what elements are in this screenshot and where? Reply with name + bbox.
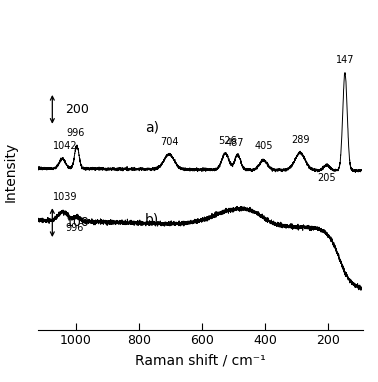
Text: Intensity: Intensity	[4, 142, 18, 202]
Text: 996: 996	[66, 223, 84, 233]
Text: 147: 147	[336, 55, 354, 65]
Text: 996: 996	[67, 128, 85, 138]
Text: 200: 200	[65, 103, 89, 116]
Text: 1039: 1039	[53, 192, 77, 202]
Text: 704: 704	[160, 137, 178, 147]
X-axis label: Raman shift / cm⁻¹: Raman shift / cm⁻¹	[135, 353, 266, 367]
Text: 205: 205	[318, 173, 336, 183]
Text: a): a)	[145, 121, 159, 135]
Text: 100: 100	[65, 216, 89, 229]
Text: 1042: 1042	[53, 141, 77, 151]
Text: 526: 526	[218, 136, 237, 146]
Text: b): b)	[145, 212, 159, 227]
Text: 289: 289	[291, 135, 310, 145]
Text: 405: 405	[254, 141, 273, 151]
Text: 487: 487	[226, 138, 244, 147]
